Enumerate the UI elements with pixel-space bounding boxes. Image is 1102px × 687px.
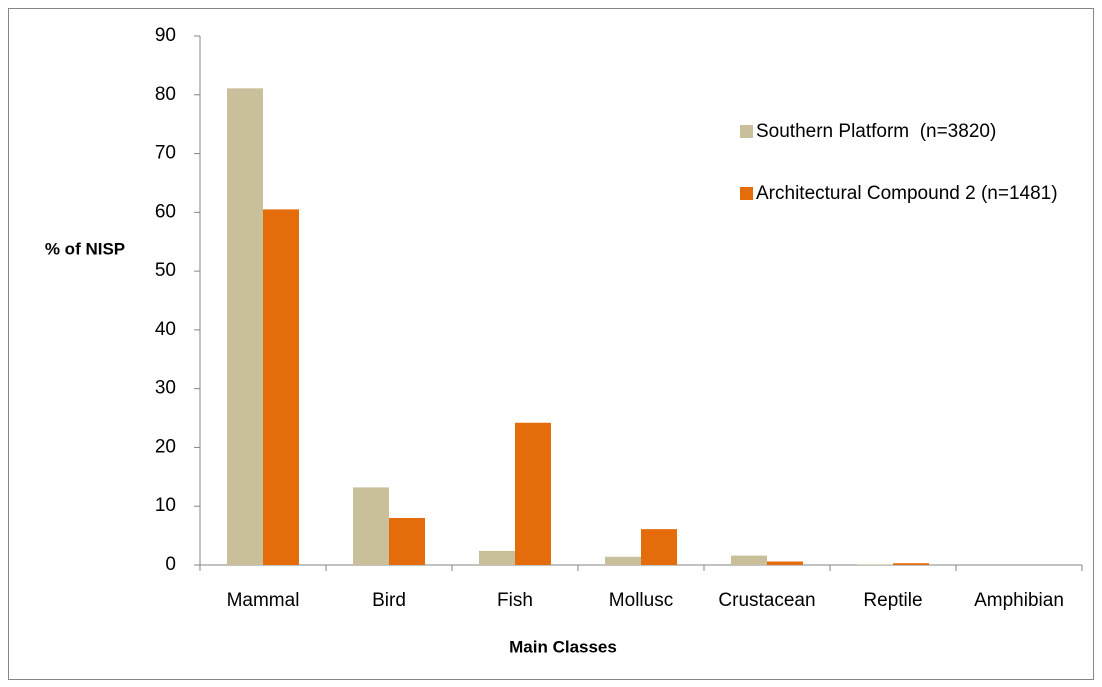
bar [731, 555, 767, 565]
chart-border [8, 8, 1094, 680]
bar [857, 564, 893, 565]
bar [605, 556, 641, 565]
x-tick-label: Crustacean [718, 590, 815, 611]
y-tick-label: 50 [155, 260, 176, 281]
y-tick-label: 0 [165, 554, 176, 575]
bar [641, 529, 677, 565]
y-tick-label: 20 [155, 436, 176, 457]
y-tick-label: 40 [155, 319, 176, 340]
legend-swatch [740, 125, 753, 138]
bar [767, 561, 803, 565]
bar [227, 88, 263, 565]
y-tick-label: 90 [155, 25, 176, 46]
y-tick-label: 70 [155, 143, 176, 164]
y-tick-label: 60 [155, 201, 176, 222]
x-tick-label: Bird [372, 590, 406, 611]
x-tick-label: Fish [497, 590, 533, 611]
bar [389, 517, 425, 565]
bar [893, 563, 929, 565]
legend-label: Architectural Compound 2 (n=1481) [756, 183, 1058, 204]
legend-label: Southern Platform (n=3820) [756, 121, 997, 142]
x-tick-label: Mollusc [609, 590, 673, 611]
x-tick-label: Mammal [227, 590, 300, 611]
x-tick-label: Reptile [863, 590, 922, 611]
x-tick-label: Amphibian [974, 590, 1064, 611]
y-tick-label: 80 [155, 84, 176, 105]
y-axis-title: % of NISP [45, 239, 125, 258]
y-tick-label: 10 [155, 495, 176, 516]
bar [263, 209, 299, 565]
bar [479, 550, 515, 565]
bar [515, 422, 551, 565]
bar [353, 487, 389, 565]
x-axis-title: Main Classes [509, 637, 617, 656]
y-tick-label: 30 [155, 378, 176, 399]
legend-swatch [740, 187, 753, 200]
